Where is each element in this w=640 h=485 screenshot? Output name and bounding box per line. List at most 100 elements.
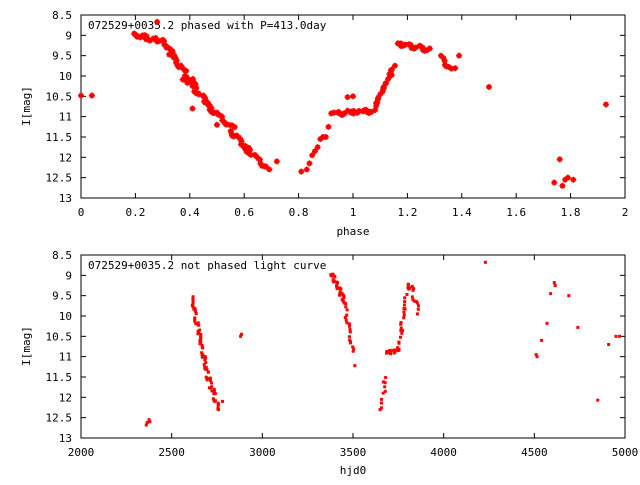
data-point (332, 279, 336, 283)
data-point (349, 341, 353, 345)
x-tick-label: 0.4 (180, 206, 200, 219)
data-point (182, 76, 189, 83)
data-point (383, 389, 387, 393)
data-point (341, 299, 345, 303)
data-point (545, 321, 549, 325)
data-point (239, 332, 243, 336)
data-point (535, 355, 539, 359)
x-tick-label: 3500 (340, 446, 367, 459)
data-point (145, 421, 149, 425)
data-point (368, 108, 375, 115)
data-point (345, 308, 349, 312)
data-point (203, 354, 207, 358)
x-tick-label: 3000 (249, 446, 276, 459)
data-point (266, 166, 273, 173)
data-point (402, 310, 406, 314)
data-point (217, 402, 221, 406)
y-tick-label: 9 (65, 29, 72, 42)
data-point (348, 338, 352, 342)
y-tick-label: 8.5 (52, 249, 72, 262)
x-tick-label: 2500 (158, 446, 185, 459)
data-point (388, 348, 392, 352)
data-point (335, 286, 339, 290)
data-point (400, 331, 404, 335)
data-point (438, 52, 445, 59)
data-point (348, 328, 352, 332)
x-tick-label: 2 (622, 206, 629, 219)
data-point (227, 128, 234, 135)
data-point (380, 406, 384, 410)
data-point (328, 110, 335, 117)
data-point (534, 353, 538, 357)
data-point (207, 103, 214, 110)
x-tick-label: 4000 (430, 446, 457, 459)
data-point (379, 401, 383, 405)
data-point (378, 408, 382, 412)
data-point (191, 302, 195, 306)
plot-annotation: 072529+0035.2 not phased light curve (88, 259, 326, 272)
data-point (211, 397, 215, 401)
data-point (203, 365, 207, 369)
data-point (410, 285, 414, 289)
data-point (336, 281, 340, 285)
data-point (348, 330, 352, 334)
data-point (350, 110, 357, 117)
data-point (347, 335, 351, 339)
data-point (344, 305, 348, 309)
y-tick-label: 11 (59, 351, 72, 364)
data-point (385, 351, 389, 355)
y-tick-label: 13 (59, 192, 72, 205)
data-point (325, 123, 332, 130)
data-point (193, 309, 197, 313)
y-axis-label: I[mag] (20, 326, 33, 366)
data-point (191, 295, 195, 299)
data-point (339, 287, 343, 291)
data-point (411, 288, 415, 292)
data-point (197, 323, 201, 327)
x-tick-label: 1.4 (452, 206, 472, 219)
data-point (237, 136, 244, 143)
data-point (341, 110, 348, 117)
data-point (161, 38, 168, 45)
data-point (212, 387, 216, 391)
x-tick-label: 4500 (521, 446, 548, 459)
data-point (202, 99, 209, 106)
data-point (144, 423, 148, 427)
data-point (195, 91, 202, 98)
data-point (338, 290, 342, 294)
data-point (214, 109, 220, 116)
y-tick-label: 10.5 (46, 90, 73, 103)
y-tick-label: 9.5 (52, 290, 72, 303)
data-point (345, 313, 349, 317)
data-point (247, 151, 254, 158)
data-point (311, 148, 318, 155)
data-point (344, 301, 348, 305)
data-point (351, 345, 355, 349)
data-point (207, 370, 211, 374)
data-point (333, 275, 337, 279)
data-point (147, 418, 151, 422)
data-point (375, 94, 382, 101)
data-point (576, 325, 580, 329)
data-point (213, 399, 217, 403)
data-point (383, 381, 387, 385)
data-point (208, 379, 212, 383)
data-point (306, 160, 313, 167)
data-point (424, 47, 431, 54)
data-point (191, 305, 195, 309)
data-point (397, 340, 401, 344)
data-point (564, 174, 571, 181)
x-axis-label: hjd0 (340, 464, 367, 477)
data-point (413, 299, 417, 303)
data-point (219, 113, 226, 120)
data-point (353, 364, 357, 368)
y-tick-label: 12.5 (46, 412, 73, 425)
x-tick-label: 0.8 (289, 206, 309, 219)
data-point (322, 134, 329, 140)
data-point (208, 376, 212, 380)
data-point (205, 378, 209, 382)
data-point (191, 299, 195, 303)
data-point (388, 66, 395, 73)
data-point (193, 319, 197, 323)
